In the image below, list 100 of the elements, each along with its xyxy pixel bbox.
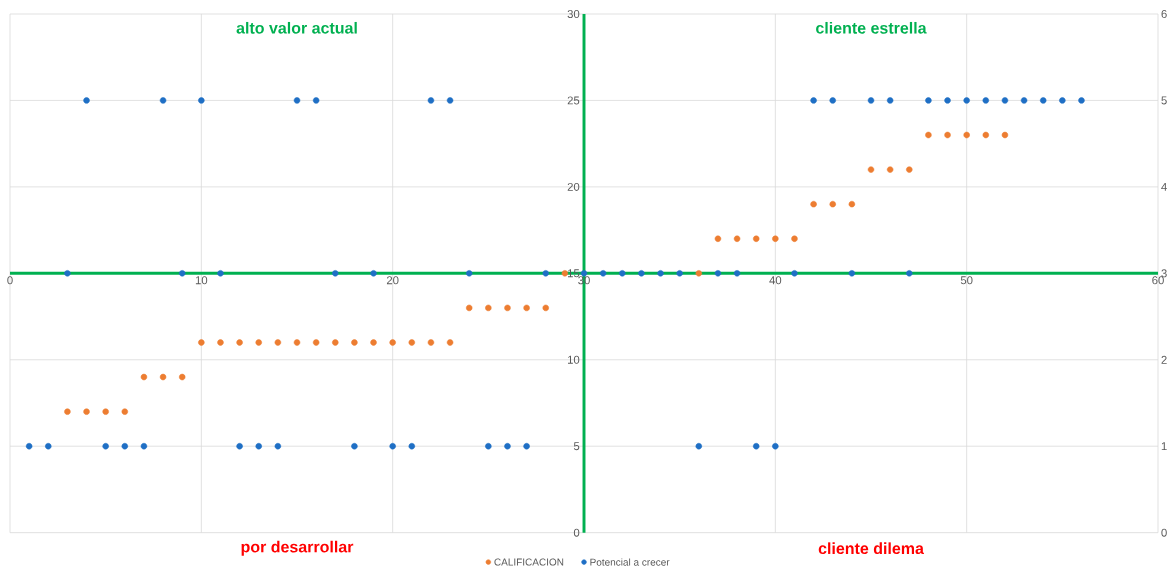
point — [714, 270, 722, 277]
point — [351, 443, 358, 450]
point — [963, 97, 970, 104]
y-tick-label: 5 — [573, 442, 580, 451]
legend-label: CALIFICACION — [494, 558, 564, 566]
point — [83, 408, 90, 416]
y2-tick-label: 5 — [1161, 96, 1167, 105]
point — [485, 443, 492, 450]
point — [1078, 97, 1085, 104]
point — [25, 443, 33, 450]
point — [772, 443, 779, 450]
point — [274, 443, 282, 450]
text: cliente dilema — [818, 542, 924, 555]
point — [159, 374, 167, 381]
point — [695, 443, 703, 450]
point — [523, 443, 530, 450]
point — [312, 339, 320, 346]
point — [255, 339, 262, 346]
point — [599, 270, 607, 277]
point — [810, 201, 817, 208]
point — [446, 339, 454, 346]
point — [791, 270, 798, 277]
point — [466, 270, 473, 277]
point — [293, 339, 301, 346]
point — [408, 443, 416, 450]
point — [45, 443, 52, 450]
point — [638, 270, 645, 277]
point — [867, 166, 875, 173]
point — [925, 131, 932, 139]
y-tick-label: 15 — [567, 269, 580, 278]
x-tick-label: 60 — [1152, 276, 1164, 285]
point — [944, 131, 951, 139]
point — [753, 235, 760, 243]
point — [159, 97, 167, 104]
y-tick-label: 20 — [567, 183, 580, 192]
point — [140, 374, 148, 381]
point — [389, 443, 396, 450]
point — [370, 270, 377, 277]
point — [332, 270, 339, 277]
point — [753, 443, 760, 450]
point — [714, 235, 722, 243]
point — [542, 304, 549, 312]
point — [64, 408, 71, 416]
point — [332, 339, 339, 346]
point — [772, 235, 779, 243]
point — [695, 270, 703, 277]
point — [485, 304, 492, 312]
point — [83, 97, 90, 104]
x-tick-label: 20 — [386, 276, 399, 285]
point — [944, 97, 951, 104]
point — [102, 443, 109, 450]
point — [733, 270, 741, 277]
point — [370, 339, 377, 346]
point — [791, 235, 798, 243]
y2-tick-label: 0 — [1161, 528, 1167, 537]
point — [427, 339, 435, 346]
y-tick-label: 25 — [567, 96, 580, 105]
point — [179, 374, 186, 381]
point — [217, 270, 224, 277]
point — [619, 270, 626, 277]
point — [1059, 97, 1066, 104]
annotation: alto valor actual — [236, 22, 357, 34]
x-tick-label: 40 — [769, 276, 782, 285]
point — [848, 201, 856, 208]
point — [102, 408, 109, 416]
point — [236, 443, 243, 450]
point — [829, 201, 836, 208]
point — [293, 97, 301, 104]
point — [829, 97, 836, 104]
point — [466, 304, 473, 312]
point — [1001, 97, 1009, 104]
point — [446, 97, 454, 104]
y-tick-label: 10 — [567, 355, 580, 364]
point — [1001, 131, 1009, 139]
point — [523, 304, 530, 312]
point — [886, 97, 894, 104]
point — [121, 443, 129, 450]
point — [810, 97, 817, 104]
point — [64, 270, 71, 277]
point — [312, 97, 320, 104]
point — [198, 339, 205, 346]
y2-tick-label: 1 — [1161, 442, 1167, 451]
annotation: cliente estrella — [816, 22, 927, 34]
point — [963, 131, 970, 139]
x-tick-label: 50 — [960, 276, 973, 285]
point — [657, 270, 664, 277]
y2-tick-label: 3 — [1161, 269, 1167, 278]
point — [733, 235, 741, 243]
text: por desarrollar — [241, 540, 354, 556]
point — [140, 443, 148, 450]
point — [1040, 97, 1047, 104]
point — [982, 97, 990, 104]
point — [179, 270, 186, 277]
point — [886, 166, 894, 173]
point — [217, 339, 224, 346]
point — [848, 270, 856, 277]
point — [906, 166, 913, 173]
x-tick-label: 0 — [7, 276, 13, 285]
point — [676, 270, 683, 277]
y-tick-label: 30 — [567, 10, 580, 19]
